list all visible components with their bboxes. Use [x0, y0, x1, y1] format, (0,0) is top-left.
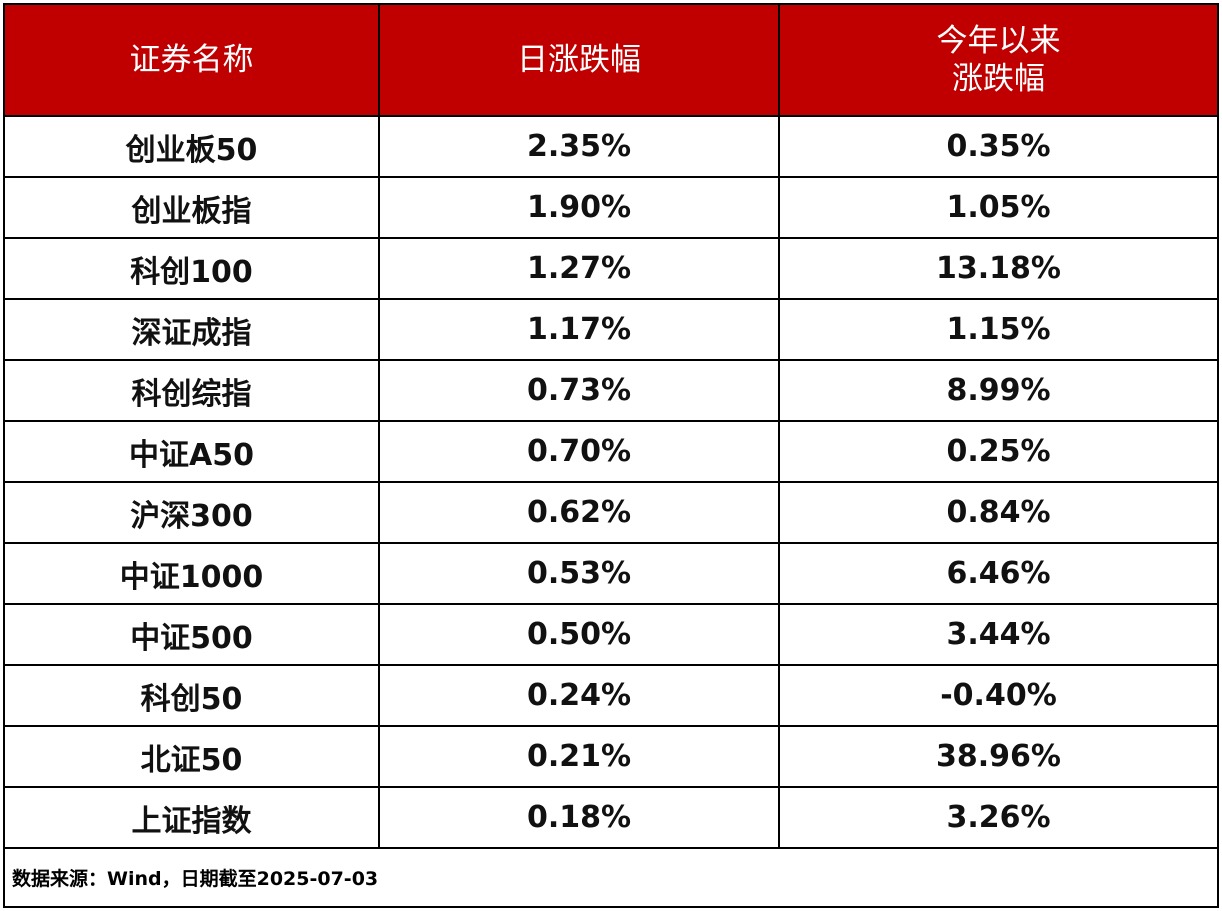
value-cell: 38.96% — [779, 726, 1217, 788]
cell-text: 1.05% — [946, 190, 1051, 225]
name-cell: 上证指数 — [5, 787, 380, 849]
table-row: 北证50 0.21% 38.96% — [5, 726, 1217, 788]
table-row: 中证500 0.50% 3.44% — [5, 604, 1217, 666]
cell-text: -0.40% — [940, 678, 1057, 713]
table-row: 深证成指 1.17% 1.15% — [5, 299, 1217, 361]
cell-text: 38.96% — [936, 739, 1061, 774]
cell-text: 3.26% — [946, 800, 1051, 835]
table-row: 创业板50 2.35% 0.35% — [5, 116, 1217, 178]
value-cell: 1.27% — [379, 238, 780, 300]
cell-text: 0.24% — [526, 678, 632, 713]
value-cell: 0.73% — [379, 360, 780, 422]
table-row: 科创100 1.27% 13.18% — [5, 238, 1217, 300]
name-cell: 科创100 — [5, 238, 380, 300]
name-cell: 北证50 — [5, 726, 380, 788]
cell-text: 13.18% — [936, 251, 1061, 286]
cell-text: 1.15% — [946, 312, 1051, 347]
value-cell: 0.50% — [379, 604, 780, 666]
value-cell: 1.17% — [379, 299, 780, 361]
data-table: 证券名称 日涨跌幅 今年以来 涨跌幅 创业板50 2.35% 0.35% 创业板指 1.90… — [5, 5, 1217, 849]
table-row: 科创50 0.24% -0.40% — [5, 665, 1217, 727]
header-cell: 日涨跌幅 — [379, 5, 780, 117]
table-row: 中证A50 0.70% 0.25% — [5, 421, 1217, 483]
value-cell: 1.15% — [779, 299, 1217, 361]
cell-text: 0.21% — [526, 739, 632, 774]
cell-text: 0.84% — [946, 495, 1051, 530]
header-row: 证券名称 日涨跌幅 今年以来 涨跌幅 — [5, 5, 1217, 117]
value-cell: 0.25% — [779, 421, 1217, 483]
table-row: 科创综指 0.73% 8.99% — [5, 360, 1217, 422]
name-cell: 中证500 — [5, 604, 380, 666]
header-cell: 今年以来 涨跌幅 — [779, 5, 1217, 117]
cell-text: 0.50% — [526, 617, 632, 652]
cell-text: 0.73% — [526, 373, 632, 408]
name-cell: 中证A50 — [5, 421, 380, 483]
value-cell: 0.70% — [379, 421, 780, 483]
value-cell: 0.24% — [379, 665, 780, 727]
cell-text: 0.18% — [526, 800, 632, 835]
cell-text: 1.90% — [526, 190, 632, 225]
name-cell: 创业板50 — [5, 116, 380, 178]
name-cell: 创业板指 — [5, 177, 380, 239]
value-cell: 0.84% — [779, 482, 1217, 544]
table-row: 上证指数 0.18% 3.26% — [5, 787, 1217, 849]
name-cell: 深证成指 — [5, 299, 380, 361]
cell-text: 3.44% — [946, 617, 1051, 652]
value-cell: 6.46% — [779, 543, 1217, 605]
header-cell: 证券名称 — [5, 5, 380, 117]
table-row: 沪深300 0.62% 0.84% — [5, 482, 1217, 544]
cell-text: 0.35% — [946, 129, 1051, 164]
value-cell: 13.18% — [779, 238, 1217, 300]
cell-text: 1.27% — [526, 251, 632, 286]
value-cell: 0.21% — [379, 726, 780, 788]
source-note: 数据来源：Wind，日期截至2025-07-03 — [12, 868, 379, 890]
table-body: 创业板50 2.35% 0.35% 创业板指 1.90% 1.05% 科创100 1.27% 1… — [5, 116, 1217, 849]
name-cell: 中证1000 — [5, 543, 380, 605]
name-cell: 科创50 — [5, 665, 380, 727]
cell-text: 1.17% — [526, 312, 632, 347]
name-cell: 科创综指 — [5, 360, 380, 422]
cell-text: 8.99% — [946, 373, 1051, 408]
cell-text: 0.53% — [526, 556, 632, 591]
cell-text: 0.70% — [526, 434, 632, 469]
table-row: 中证1000 0.53% 6.46% — [5, 543, 1217, 605]
value-cell: 0.53% — [379, 543, 780, 605]
table-frame: 证券名称 日涨跌幅 今年以来 涨跌幅 创业板50 2.35% 0.35% 创业板指 1.90… — [3, 3, 1219, 908]
value-cell: 0.18% — [379, 787, 780, 849]
value-cell: 2.35% — [379, 116, 780, 178]
value-cell: -0.40% — [779, 665, 1217, 727]
name-cell: 沪深300 — [5, 482, 380, 544]
value-cell: 1.90% — [379, 177, 780, 239]
cell-text: 0.25% — [946, 434, 1051, 469]
cell-text: 6.46% — [946, 556, 1051, 591]
value-cell: 8.99% — [779, 360, 1217, 422]
value-cell: 0.62% — [379, 482, 780, 544]
cell-text: 2.35% — [526, 129, 632, 164]
cell-text: 0.62% — [526, 495, 632, 530]
table-row: 创业板指 1.90% 1.05% — [5, 177, 1217, 239]
value-cell: 3.26% — [779, 787, 1217, 849]
value-cell: 1.05% — [779, 177, 1217, 239]
value-cell: 0.35% — [779, 116, 1217, 178]
value-cell: 3.44% — [779, 604, 1217, 666]
